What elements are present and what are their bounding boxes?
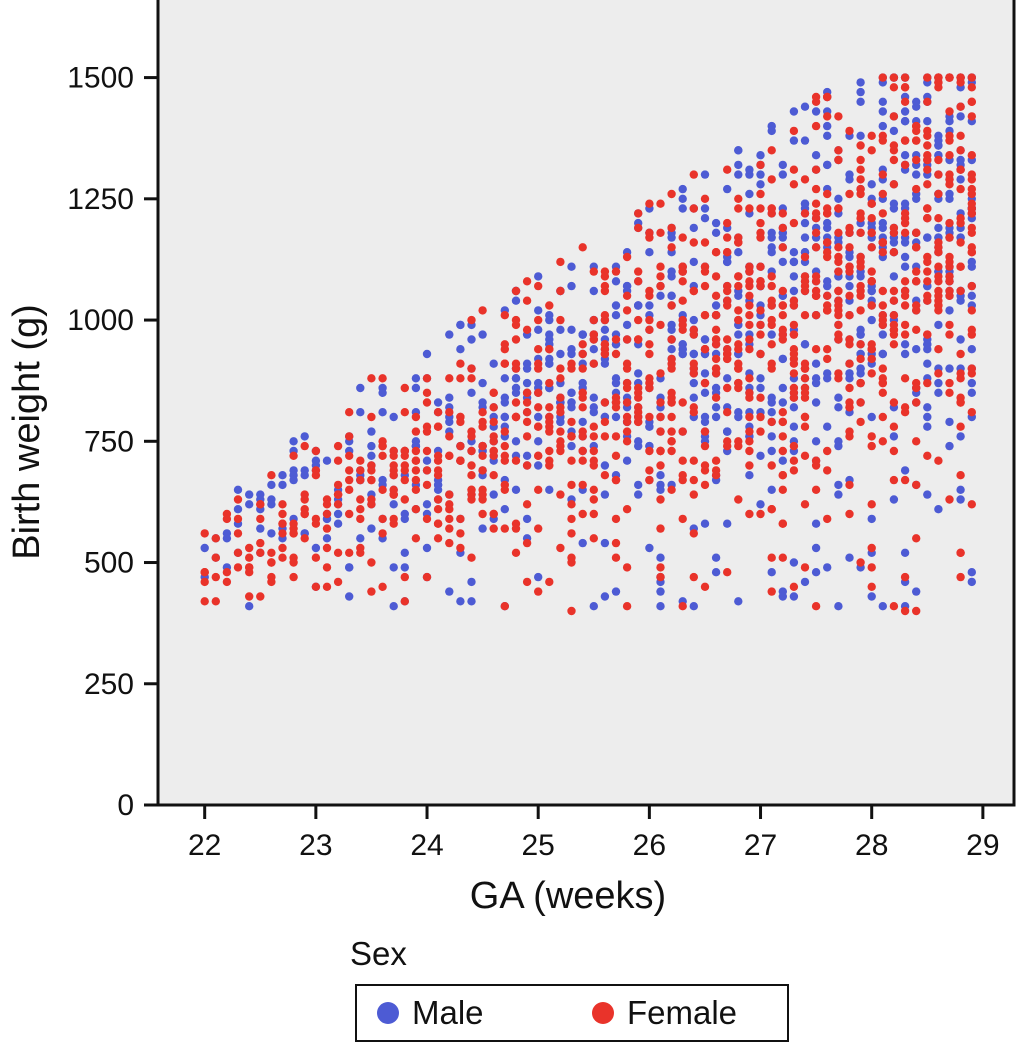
x-tick-label: 24	[410, 829, 443, 862]
x-axis-title: GA (weeks)	[469, 875, 667, 917]
legend-title: Sex	[350, 935, 407, 972]
legend-entry-male: Male	[357, 994, 572, 1032]
x-tick-label: 29	[966, 829, 999, 862]
x-tick-label: 27	[744, 829, 777, 862]
x-tick-label: 26	[633, 829, 666, 862]
female-marker-icon	[592, 1002, 614, 1024]
y-tick-label: 1250	[67, 183, 134, 216]
y-tick-label: 500	[84, 547, 134, 580]
legend-entry-female: Female	[572, 994, 787, 1032]
y-axis-title: Birth weight (g)	[6, 304, 48, 560]
y-tick-label: 0	[117, 789, 134, 822]
legend-label-male: Male	[412, 994, 484, 1031]
legend: Male Female	[355, 984, 789, 1042]
x-tick-label: 22	[188, 829, 221, 862]
y-tick-label: 1000	[67, 304, 134, 337]
y-tick-label: 750	[84, 425, 134, 458]
y-tick-label: 1500	[67, 62, 134, 95]
legend-label-female: Female	[627, 994, 738, 1031]
y-tick-label: 250	[84, 668, 134, 701]
x-tick-label: 25	[522, 829, 555, 862]
x-tick-label: 23	[299, 829, 332, 862]
x-tick-label: 28	[855, 829, 888, 862]
male-marker-icon	[377, 1002, 399, 1024]
